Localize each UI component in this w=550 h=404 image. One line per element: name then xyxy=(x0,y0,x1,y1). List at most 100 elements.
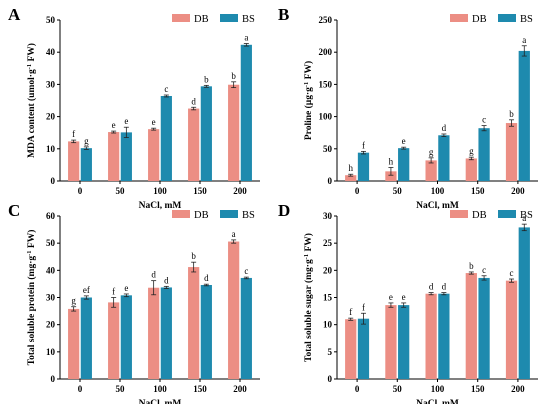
legend-label: DB xyxy=(194,210,209,221)
significance-letter: h xyxy=(389,156,394,166)
x-tick-label: 50 xyxy=(393,186,403,196)
bar-db xyxy=(505,123,518,181)
significance-letter: d xyxy=(191,96,196,106)
legend-label: DB xyxy=(472,210,487,221)
significance-letter: a xyxy=(244,33,248,43)
significance-letter: e xyxy=(152,117,156,127)
y-tick-label: 25 xyxy=(323,238,333,248)
significance-letter: f xyxy=(349,307,352,317)
panel-letter: B xyxy=(278,5,289,24)
panel-letter: D xyxy=(278,201,290,220)
x-tick-label: 150 xyxy=(193,384,207,394)
bar-db xyxy=(385,305,397,379)
bar-db xyxy=(68,141,80,181)
bar-db xyxy=(188,267,200,379)
y-tick-label: 50 xyxy=(323,144,333,154)
significance-letter: f xyxy=(72,129,75,139)
y-tick-label: 20 xyxy=(46,112,56,122)
panel-letter: A xyxy=(8,5,21,24)
y-tick-label: 10 xyxy=(46,347,56,357)
bar-db xyxy=(345,319,357,379)
significance-letter: b xyxy=(204,74,209,84)
y-tick-label: 0 xyxy=(328,374,333,384)
significance-letter: h xyxy=(348,163,353,173)
significance-letter: e xyxy=(389,292,393,302)
bar-db xyxy=(148,129,160,181)
x-tick-label: 100 xyxy=(153,186,167,196)
significance-letter: d xyxy=(442,123,447,133)
y-tick-label: 15 xyxy=(323,293,333,303)
x-tick-label: 150 xyxy=(471,384,485,394)
bar-bs xyxy=(438,293,450,379)
legend-swatch-db xyxy=(172,210,190,218)
bar-bs xyxy=(80,148,92,181)
significance-letter: a xyxy=(522,213,526,223)
bar-db xyxy=(425,160,437,181)
y-tick-label: 100 xyxy=(319,112,333,122)
significance-letter: d xyxy=(442,282,447,292)
legend-label: DB xyxy=(194,14,209,25)
x-tick-label: 50 xyxy=(116,384,126,394)
y-tick-label: 10 xyxy=(323,320,333,330)
x-tick-label: 0 xyxy=(78,384,83,394)
significance-letter: e xyxy=(402,136,406,146)
y-tick-label: 0 xyxy=(51,176,56,186)
x-tick-label: 200 xyxy=(511,384,525,394)
panel-d: D 0 5 10 15 20 25 30 Total soluble sugar (mg·g-1… xyxy=(278,201,538,404)
significance-letter: c xyxy=(482,265,486,275)
legend-label: BS xyxy=(520,210,533,221)
bar-db xyxy=(465,158,477,181)
legend: DB BS xyxy=(172,14,255,25)
x-tick-label: 0 xyxy=(355,384,360,394)
bar-bs xyxy=(438,135,450,181)
significance-letter: b xyxy=(469,261,474,271)
bar-db xyxy=(188,108,200,181)
bar-bs xyxy=(200,285,212,379)
significance-letter: c xyxy=(482,115,486,125)
y-tick-label: 0 xyxy=(328,176,333,186)
bar-bs xyxy=(240,44,252,181)
y-tick-label: 10 xyxy=(46,144,56,154)
x-axis-title: NaCl, mM xyxy=(416,399,459,404)
bar-db xyxy=(505,280,518,379)
bar-db xyxy=(228,241,240,379)
legend-swatch-bs xyxy=(498,14,516,22)
significance-letter: g xyxy=(469,146,474,156)
bar-db xyxy=(148,287,160,379)
bar-bs xyxy=(478,277,490,379)
bar-db xyxy=(345,175,357,181)
y-tick-label: 50 xyxy=(46,15,56,25)
bar-db xyxy=(228,84,240,181)
significance-letter: a xyxy=(522,35,526,45)
y-tick-label: 30 xyxy=(323,211,333,221)
x-tick-label: 200 xyxy=(511,186,525,196)
bar-bs xyxy=(398,148,410,181)
x-axis-title: NaCl, mM xyxy=(139,201,182,211)
legend: DB BS xyxy=(450,14,533,25)
x-axis-title: NaCl, mM xyxy=(416,201,459,211)
bar-bs xyxy=(80,297,92,379)
x-tick-label: 150 xyxy=(193,186,207,196)
y-tick-label: 40 xyxy=(46,265,56,275)
significance-letter: f xyxy=(362,302,365,312)
x-tick-label: 0 xyxy=(78,186,83,196)
bar-bs xyxy=(200,86,212,181)
significance-letter: a xyxy=(232,229,236,239)
bar-bs xyxy=(160,287,172,379)
legend-swatch-db xyxy=(172,14,190,22)
significance-letter: f xyxy=(112,287,115,297)
y-tick-label: 0 xyxy=(51,374,56,384)
significance-letter: g xyxy=(71,296,76,306)
x-tick-label: 100 xyxy=(431,384,445,394)
significance-letter: b xyxy=(231,71,236,81)
significance-letter: ef xyxy=(83,285,90,295)
y-axis-title: Proline (µg·g-1 FW) xyxy=(303,61,314,140)
legend-label: DB xyxy=(472,14,487,25)
x-tick-label: 150 xyxy=(471,186,485,196)
x-tick-label: 200 xyxy=(233,186,247,196)
panel-c: C 0 10 20 30 40 50 60 Total soluble protein (mg·… xyxy=(8,201,260,404)
y-tick-label: 200 xyxy=(319,47,333,57)
y-axis-title: Total soluble sugar (mg·g-1 FW) xyxy=(303,233,314,362)
y-tick-label: 20 xyxy=(323,265,333,275)
bar-bs xyxy=(357,152,370,181)
